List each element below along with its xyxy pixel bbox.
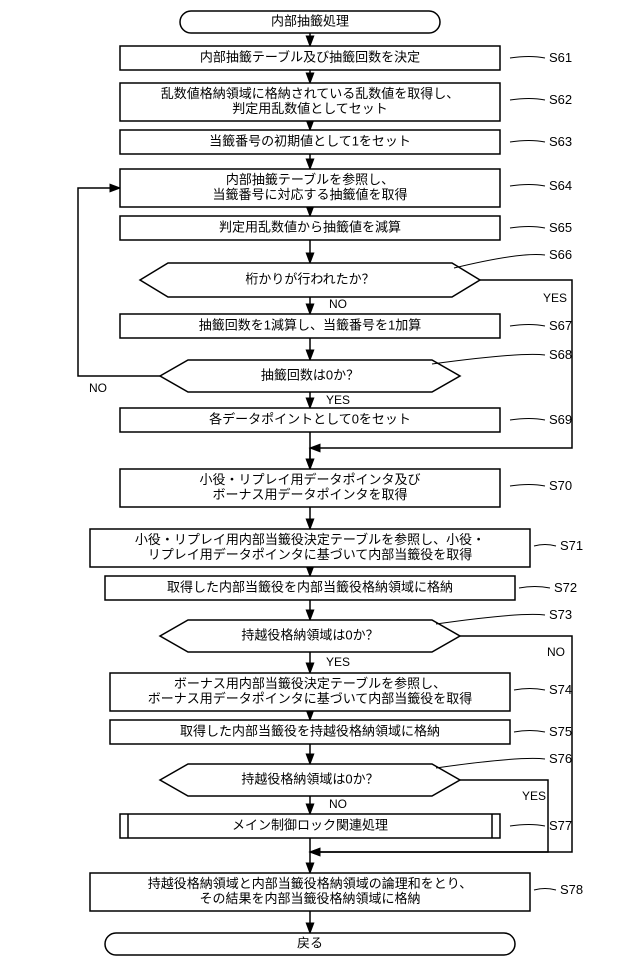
node-text-s78-line0: 持越役格納領域と内部当籤役格納領域の論理和をとり、 (148, 876, 472, 891)
step-label-S76: S76 (549, 751, 572, 766)
leader-S75 (514, 731, 545, 733)
node-text-s61-line0: 内部抽籤テーブル及び抽籤回数を決定 (200, 49, 420, 64)
step-label-S73: S73 (549, 607, 572, 622)
leader-S64 (510, 185, 545, 187)
edge-label-s73-merge2: NO (547, 645, 565, 659)
node-text-s75-line0: 取得した内部当籤役を持越役格納領域に格納 (180, 723, 440, 738)
leader-S63 (510, 141, 545, 143)
step-label-S66: S66 (549, 247, 572, 262)
leader-S71 (534, 545, 556, 547)
node-text-s62-line1: 判定用乱数値としてセット (232, 101, 388, 116)
step-label-S62: S62 (549, 92, 572, 107)
leader-S61 (510, 57, 545, 59)
node-text-s74-line0: ボーナス用内部当籤役決定テーブルを参照し、 (174, 676, 446, 691)
node-text-s71-line0: 小役・リプレイ用内部当籤役決定テーブルを参照し、小役・ (135, 532, 485, 547)
node-text-s71-line1: リプレイ用データポインタに基づいて内部当籤役を取得 (148, 547, 473, 562)
node-text-s63-line0: 当籤番号の初期値として1をセット (209, 133, 411, 148)
leader-S77 (510, 825, 545, 827)
leader-S67 (510, 325, 545, 327)
node-text-s64-line1: 当籤番号に対応する抽籤値を取得 (212, 187, 407, 202)
node-text-s73-line0: 持越役格納領域は0か？ (241, 627, 378, 642)
node-text-s68-line0: 抽籤回数は0か？ (261, 367, 359, 382)
flowchart-svg: NO YES YES NO YES NO NO YES 内部抽籤処理内部抽籤テーブル及び抽籤回数… (0, 0, 640, 973)
node-text-s66-line0: 桁かりが行われたか？ (245, 271, 374, 286)
step-label-S77: S77 (549, 818, 572, 833)
node-text-s65-line0: 判定用乱数値から抽籤値を減算 (219, 219, 401, 234)
node-text-s77-line0: メイン制御ロック関連処理 (232, 817, 388, 832)
node-text-s78-line1: その結果を内部当籤役格納領域に格納 (199, 891, 420, 906)
node-text-s70-line1: ボーナス用データポインタを取得 (212, 487, 407, 502)
leader-S62 (510, 99, 545, 101)
node-text-s64-line0: 内部抽籤テーブルを参照し、 (226, 172, 394, 187)
node-text-start-line0: 内部抽籤処理 (271, 13, 349, 28)
node-text-s69-line0: 各データポイントとして0をセット (209, 411, 411, 426)
node-text-s72-line0: 取得した内部当籤役を内部当籤役格納領域に格納 (167, 579, 453, 594)
leader-S65 (510, 227, 545, 229)
leader-S72 (519, 587, 550, 589)
step-label-S74: S74 (549, 682, 572, 697)
step-label-S75: S75 (549, 724, 572, 739)
node-text-s67-line0: 抽籤回数を1減算し、当籤番号を1加算 (199, 317, 421, 332)
step-label-S70: S70 (549, 478, 572, 493)
node-text-s70-line0: 小役・リプレイ用データポインタ及び (199, 472, 420, 487)
edge-label-s76-s77: NO (329, 797, 347, 811)
leader-S66 (454, 255, 545, 268)
leader-S69 (510, 419, 545, 421)
edge-label-s66-merge1: YES (543, 291, 567, 305)
edge-label-s73-s74: YES (326, 655, 350, 669)
step-label-S63: S63 (549, 134, 572, 149)
edge-label-s68-s64: NO (89, 381, 107, 395)
node-text-s62-line0: 乱数値格納領域に格納されている乱数値を取得し、 (161, 86, 460, 101)
leader-S70 (510, 485, 545, 487)
leader-S74 (514, 689, 545, 691)
node-text-s74-line1: ボーナス用データポインタに基づいて内部当籤役を取得 (148, 691, 473, 706)
leader-S73 (436, 614, 545, 624)
step-label-S64: S64 (549, 178, 572, 193)
edge-label-s68-s69: YES (326, 393, 350, 407)
edge-label-s76-merge2b: YES (522, 789, 546, 803)
leader-S68 (432, 354, 545, 364)
leader-S78 (534, 889, 556, 891)
step-label-S69: S69 (549, 412, 572, 427)
step-label-S71: S71 (560, 538, 583, 553)
leader-S76 (436, 758, 545, 768)
step-label-S68: S68 (549, 347, 572, 362)
step-label-S67: S67 (549, 318, 572, 333)
node-text-s76-line0: 持越役格納領域は0か？ (241, 771, 378, 786)
step-label-S61: S61 (549, 50, 572, 65)
edge-label-s66-s67: NO (329, 297, 347, 311)
step-label-S65: S65 (549, 220, 572, 235)
step-label-S78: S78 (560, 882, 583, 897)
step-label-S72: S72 (554, 580, 577, 595)
node-text-end-line0: 戻る (297, 935, 323, 950)
